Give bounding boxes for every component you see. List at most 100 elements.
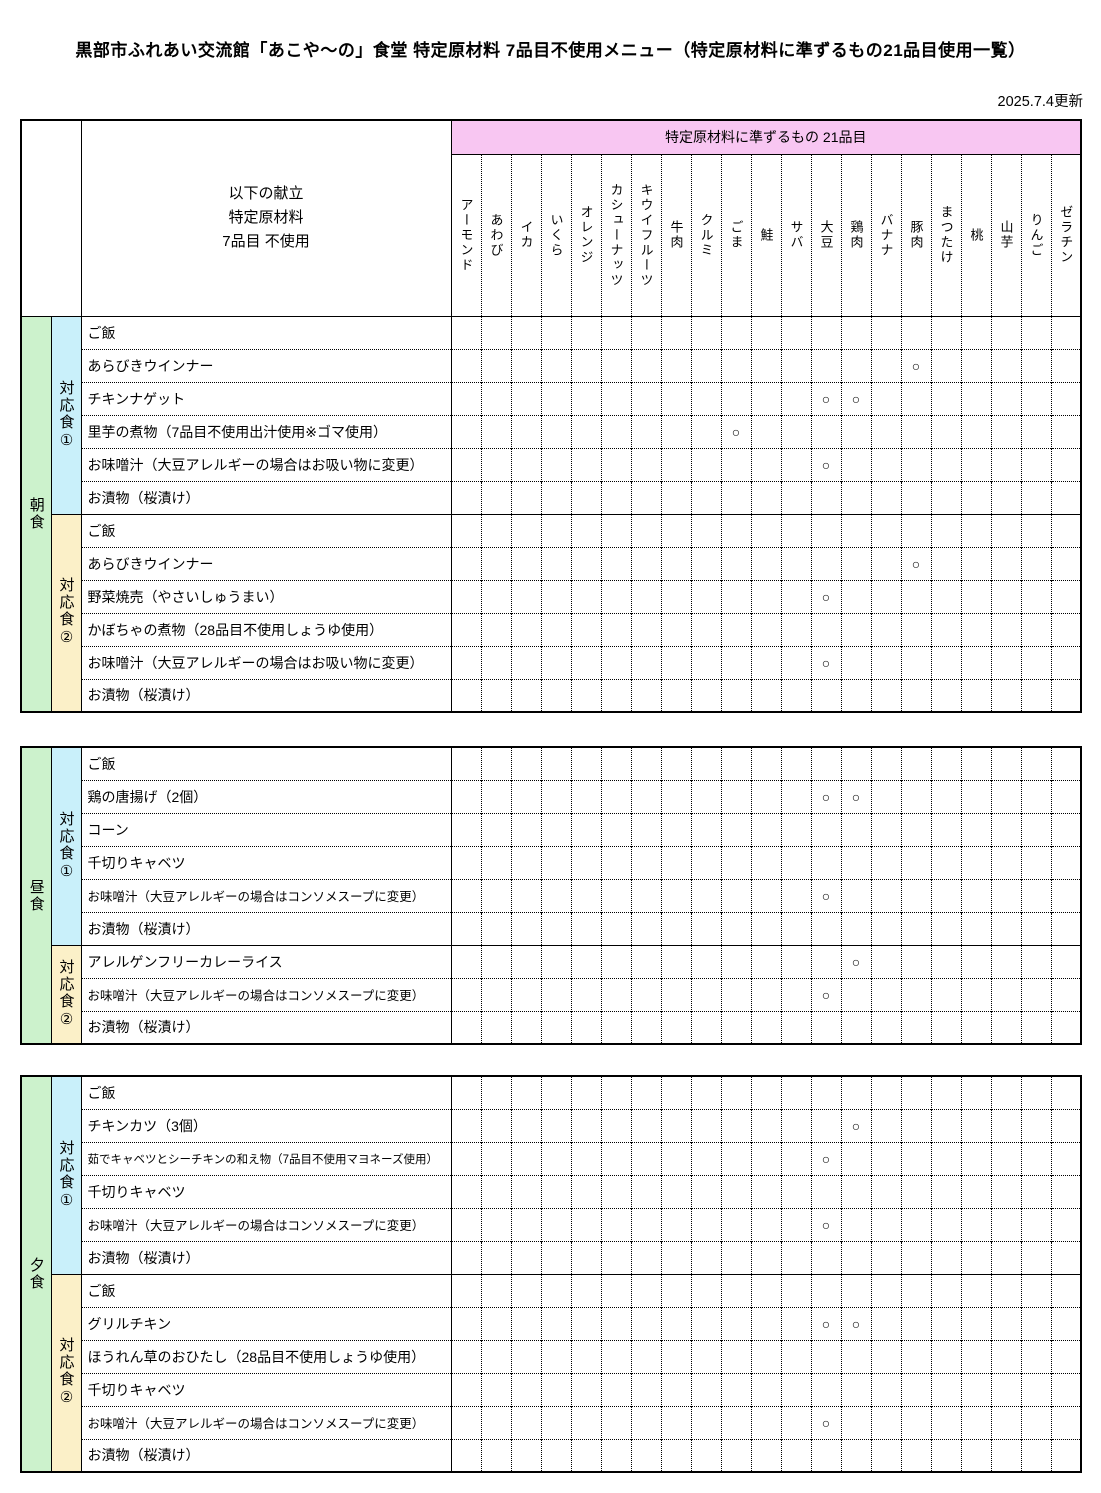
allergen-mark-cell [600,1373,631,1406]
allergen-mark-cell [990,448,1021,481]
allergen-mark-cell [990,382,1021,415]
allergen-mark-cell [960,646,991,679]
allergen-mark-cell [1020,382,1051,415]
allergen-mark-cell [720,1373,751,1406]
allergen-mark-cell [570,514,601,547]
updated-date: 2025.7.4更新 [997,94,1083,110]
menu-item-cell: お漬物（桜漬け） [81,1439,452,1472]
allergen-mark-cell [900,1406,931,1439]
allergen-mark-cell [990,747,1021,780]
allergen-mark-cell [1020,879,1051,912]
allergen-mark-cell [600,514,631,547]
allergen-mark-cell [450,415,481,448]
allergen-mark-cell [600,780,631,813]
allergen-mark-cell [960,415,991,448]
menu-row: あらびきウインナー ○ [21,349,1081,382]
menu-row: お味噌汁（大豆アレルギーの場合はお吸い物に変更） ○ [21,448,1081,481]
meal-table-3: 夕食 対応食① ご飯 チキンカツ（3個） ○ 茹でキャベツとシーチキンの和え物（7品目不使… [20,1075,1082,1473]
allergen-mark-cell [1020,747,1051,780]
allergen-mark-cell [1020,448,1051,481]
allergen-name: 大豆 [818,220,834,250]
allergen-mark-cell [660,481,691,514]
menu-row: コーン [21,813,1081,846]
allergen-mark-cell [930,481,961,514]
allergen-mark-cell [750,945,781,978]
allergen-mark-cell [540,1175,571,1208]
allergen-mark-cell [960,481,991,514]
allergen-mark-cell [930,514,961,547]
allergen-mark-cell [660,1011,691,1044]
allergen-mark-cell [690,646,721,679]
allergen-mark-cell [810,349,841,382]
allergen-mark-cell [510,747,541,780]
allergen-mark-cell [870,1274,901,1307]
allergen-mark-cell [600,646,631,679]
allergen-mark-cell [720,448,751,481]
allergen-mark-cell: ○ [810,1142,841,1175]
allergen-mark-cell [1050,514,1081,547]
allergen-mark-cell [540,1340,571,1373]
allergen-mark-cell [450,945,481,978]
allergen-mark-cell [540,1274,571,1307]
allergen-mark-cell [810,813,841,846]
allergen-mark-cell [900,1142,931,1175]
allergen-mark-cell [870,316,901,349]
allergen-name: ゼラチン [1058,205,1074,265]
menu-item-cell: あらびきウインナー [81,547,452,580]
allergen-mark-cell [480,945,511,978]
allergen-mark-cell [990,945,1021,978]
allergen-mark-cell [1050,879,1081,912]
allergen-mark-cell [960,1175,991,1208]
allergen-mark-cell [870,1439,901,1472]
allergen-mark-cell [540,580,571,613]
allergen-mark-cell [1050,846,1081,879]
allergen-mark-cell [840,415,871,448]
allergen-mark-cell [720,1109,751,1142]
allergen-mark-cell [450,646,481,679]
allergen-mark-cell [690,481,721,514]
allergen-mark-cell [840,349,871,382]
allergen-mark-cell [780,846,811,879]
allergen-mark-cell [960,580,991,613]
allergen-mark-cell [690,1274,721,1307]
allergen-mark-cell [750,382,781,415]
allergen-mark-cell [570,780,601,813]
allergen-mark-cell [930,547,961,580]
allergen-mark-cell [570,846,601,879]
allergen-mark-cell [480,1274,511,1307]
allergen-mark-cell [780,316,811,349]
allergen-mark-cell [600,747,631,780]
allergen-mark-cell [450,448,481,481]
allergen-mark-cell [480,747,511,780]
allergen-mark-cell [570,1340,601,1373]
allergen-mark-cell [930,945,961,978]
menu-row: お味噌汁（大豆アレルギーの場合はコンソメスープに変更） ○ [21,1208,1081,1241]
allergen-mark-cell [720,945,751,978]
allergen-mark-cell [660,382,691,415]
allergen-mark-cell [540,780,571,813]
allergen-mark-cell [930,1274,961,1307]
allergen-mark-cell [600,613,631,646]
allergen-mark-cell [990,1406,1021,1439]
allergen-mark-cell [750,1011,781,1044]
allergen-mark-cell [660,1307,691,1340]
allergen-mark-cell [1050,1274,1081,1307]
allergen-mark-cell [1020,978,1051,1011]
allergen-mark-cell [750,813,781,846]
allergen-mark-cell [540,514,571,547]
allergen-mark-cell [570,1241,601,1274]
allergen-mark-cell [720,1406,751,1439]
allergen-mark-cell [540,1406,571,1439]
allergen-mark-cell [540,1307,571,1340]
allergen-mark-cell [630,1439,661,1472]
allergen-mark-cell [600,813,631,846]
allergen-mark-cell [720,1208,751,1241]
allergen-mark-cell [510,1406,541,1439]
allergen-mark-cell [660,679,691,712]
allergen-mark-cell [840,1076,871,1109]
allergen-mark-cell [480,1439,511,1472]
allergen-mark-cell [960,912,991,945]
allergen-mark-cell [660,1208,691,1241]
allergen-mark-cell [900,1109,931,1142]
menu-row: 千切りキャベツ [21,1373,1081,1406]
